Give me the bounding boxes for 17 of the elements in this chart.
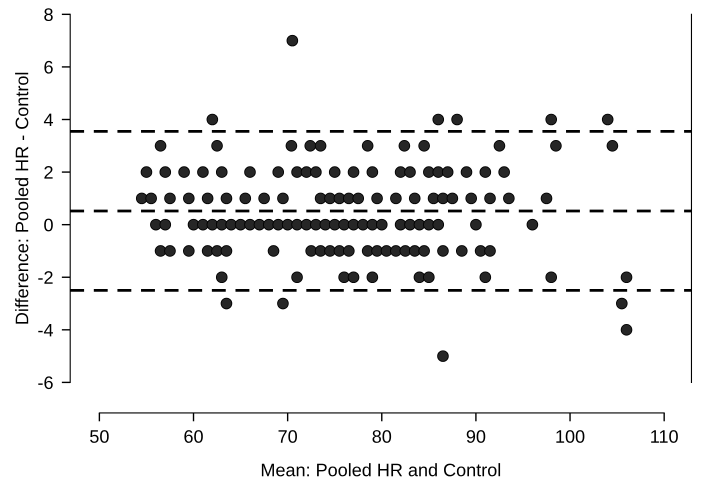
y-tick-label: 2: [44, 166, 53, 179]
x-tick-label: 100: [556, 430, 584, 443]
y-tick-label: 6: [44, 60, 53, 74]
y-tick-label: -6: [38, 376, 53, 390]
x-tick-label: 110: [651, 430, 678, 443]
x-tick-label: 90: [466, 430, 486, 443]
x-axis-title: Mean: Pooled HR and Control: [262, 463, 500, 476]
x-tick-label: 60: [184, 430, 203, 443]
y-tick-label: -2: [38, 271, 53, 284]
y-tick-label: -4: [38, 324, 54, 336]
y-tick-label: 8: [44, 8, 53, 22]
y-tick-label: 0: [44, 218, 53, 232]
x-tick-label: 50: [90, 430, 109, 443]
x-tick-label: 80: [372, 430, 392, 443]
x-tick-label: 70: [278, 430, 297, 443]
y-tick-label: 4: [44, 114, 54, 126]
y-axis-title: Difference: Pooled HR - Control: [15, 72, 28, 324]
